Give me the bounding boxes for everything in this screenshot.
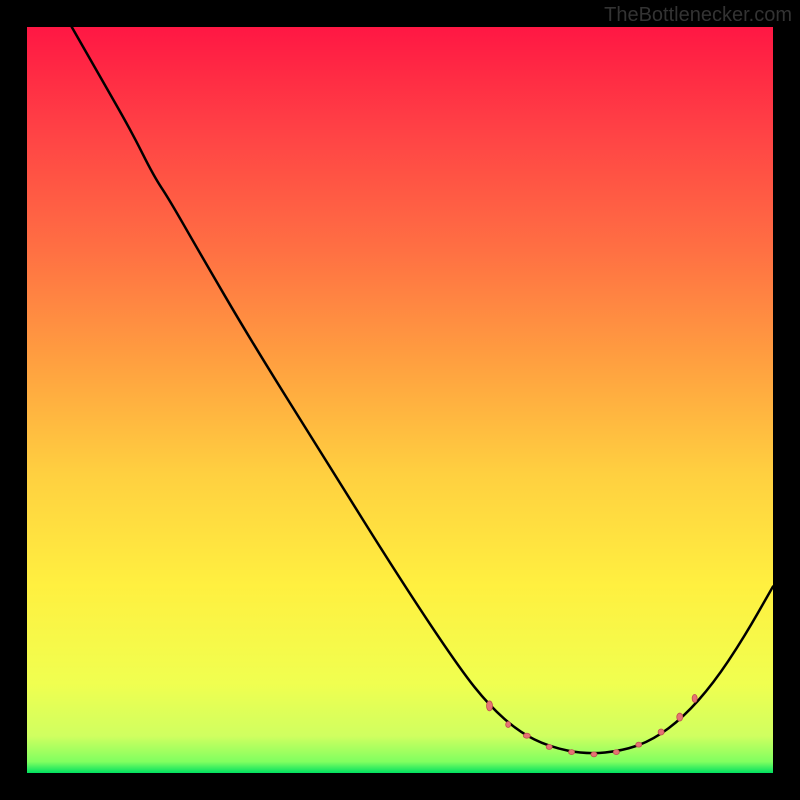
chart-area	[27, 27, 773, 773]
watermark-text: TheBottlenecker.com	[604, 4, 792, 27]
marker-dot	[613, 750, 619, 755]
marker-dot	[546, 744, 552, 749]
marker-dot	[487, 701, 493, 711]
marker-dot	[569, 750, 575, 755]
marker-dot	[523, 733, 530, 738]
marker-dot	[506, 722, 511, 728]
marker-dot	[677, 713, 683, 721]
marker-dot	[692, 694, 697, 702]
marker-dot	[636, 742, 642, 747]
marker-dot	[591, 752, 597, 757]
marker-dot	[658, 729, 664, 735]
curve-layer	[27, 27, 773, 773]
bottleneck-curve	[72, 27, 773, 753]
markers-group	[487, 694, 698, 756]
